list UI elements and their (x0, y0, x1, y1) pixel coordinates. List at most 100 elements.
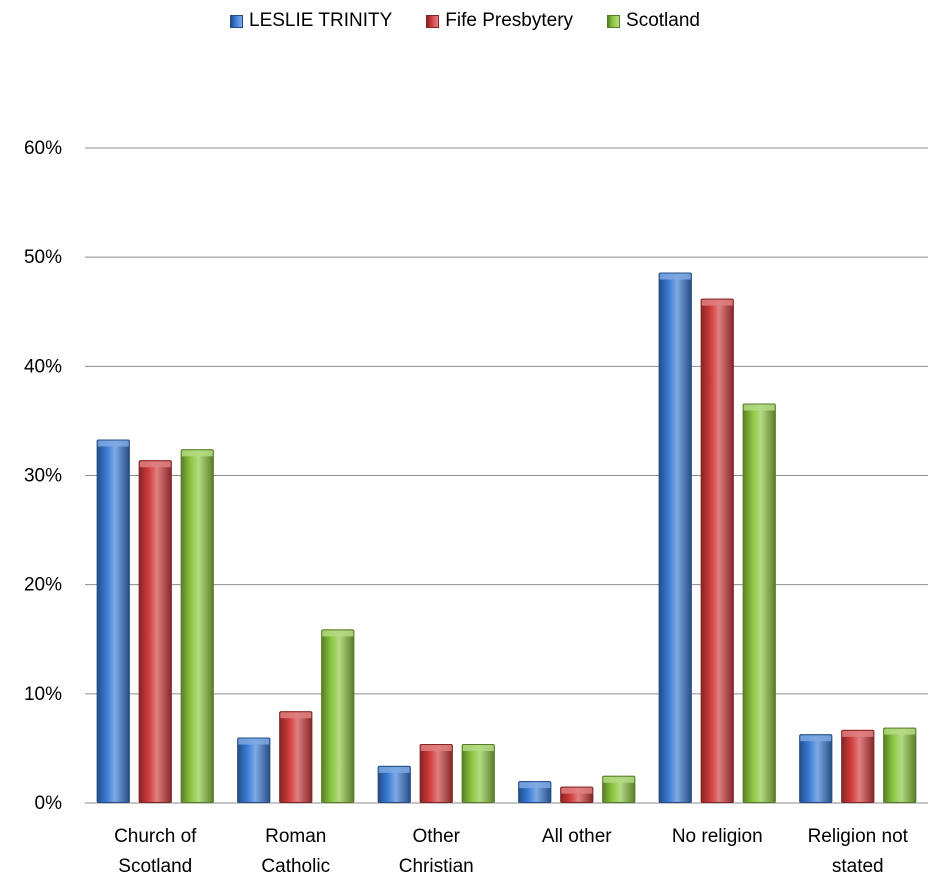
bar-cap (518, 781, 552, 789)
bar-scotland-all-other (602, 775, 636, 803)
bar-body (742, 403, 776, 803)
bar-scotland-other-christian (461, 744, 495, 803)
bar-cap (461, 744, 495, 752)
bar-leslie-trinity-religion-not-stated (799, 734, 833, 803)
bar-body (180, 449, 214, 803)
bar-cap (279, 711, 313, 719)
bar-scotland-no-religion (742, 403, 776, 803)
bar-outline (700, 298, 734, 803)
bar-outline (518, 781, 552, 804)
x-tick-label-2-0: Other (412, 826, 460, 847)
bar-body (883, 727, 917, 803)
bar-cap (321, 629, 355, 637)
x-tick-label-0-0: Church of (114, 826, 197, 847)
bar-body (321, 629, 355, 803)
bar-scotland-religion-not-stated (883, 727, 917, 803)
bar-scotland-church-of-scotland (180, 449, 214, 803)
bar-outline (883, 727, 917, 803)
legend-swatch-scotland (607, 14, 621, 28)
bar-cap (602, 775, 636, 783)
bar-body (377, 765, 411, 803)
bar-outline (461, 744, 495, 803)
bar-fife-presbytery-religion-not-stated (841, 729, 875, 804)
y-tick-label-0: 0% (35, 793, 63, 814)
y-tick-label-2: 20% (24, 575, 62, 596)
bar-leslie-trinity-roman-catholic (237, 737, 271, 803)
legend-swatch-leslie-trinity (230, 14, 243, 28)
bar-outline (138, 460, 172, 803)
bar-cap (658, 272, 692, 280)
gridlines (85, 147, 928, 804)
bar-outline (279, 711, 313, 803)
legend-item-fife-presbytery: Fife Presbytery (426, 10, 573, 32)
bar-outline (799, 734, 833, 803)
y-tick-label-6: 60% (24, 138, 62, 159)
bar-fife-presbytery-roman-catholic (279, 711, 313, 803)
bar-body (419, 744, 453, 803)
bar-cap (799, 734, 833, 742)
legend: LESLIE TRINITY Fife Presbytery Scotland (0, 10, 930, 32)
bar-fife-presbytery-no-religion (700, 298, 734, 803)
x-tick-label-3-0: All other (542, 826, 612, 847)
bar-cap (560, 786, 594, 794)
bar-cap (377, 765, 411, 773)
bar-outline (180, 449, 214, 803)
x-axis: Church of Scotland Roman Catholic Other Chris… (114, 826, 909, 875)
bar-body (841, 729, 875, 803)
bar-body (658, 272, 692, 803)
bar-cap (700, 298, 734, 306)
bar-cap (742, 403, 776, 411)
bar-outline (742, 403, 776, 803)
x-tick-label-1-1: Catholic (261, 856, 330, 875)
x-tick-label-1-0: Roman (265, 826, 326, 847)
bar-cap (96, 439, 130, 447)
y-axis: 0% 10% 20% 30% 40% 50% 60% (24, 138, 62, 814)
bar-leslie-trinity-other-christian (377, 765, 411, 804)
bar-cap (883, 727, 917, 735)
bar-fife-presbytery-all-other (560, 786, 594, 803)
bar-leslie-trinity-church-of-scotland (96, 439, 130, 803)
bar-outline (377, 765, 411, 804)
bar-leslie-trinity-all-other (518, 781, 552, 804)
bar-body (279, 711, 313, 803)
bar-cap (237, 737, 271, 745)
x-tick-label-5-0: Religion not (808, 826, 909, 847)
legend-label-leslie-trinity: LESLIE TRINITY (249, 10, 393, 31)
bar-outline (560, 786, 594, 803)
legend-label-scotland: Scotland (626, 10, 700, 31)
y-tick-label-5: 50% (24, 247, 62, 268)
bar-cap (138, 460, 172, 468)
bar-body (700, 298, 734, 803)
bar-outline (96, 439, 130, 803)
bar-body (237, 737, 271, 803)
bar-outline (321, 629, 355, 803)
bar-scotland-roman-catholic (321, 629, 355, 803)
legend-item-scotland: Scotland (607, 10, 700, 32)
y-tick-label-1: 10% (24, 684, 62, 705)
bar-outline (841, 729, 875, 804)
legend-swatch-fife-presbytery (426, 14, 440, 28)
bar-leslie-trinity-no-religion (658, 272, 692, 803)
bar-fife-presbytery-church-of-scotland (138, 460, 172, 803)
legend-item-leslie-trinity: LESLIE TRINITY (230, 10, 392, 32)
x-tick-label-2-1: Christian (399, 856, 474, 875)
bar-outline (419, 744, 453, 803)
legend-label-fife-presbytery: Fife Presbytery (445, 10, 574, 31)
bar-cap (419, 744, 453, 752)
x-tick-label-4-0: No religion (672, 826, 763, 847)
bar-body (799, 734, 833, 803)
y-tick-label-3: 30% (24, 466, 62, 487)
bar-body (461, 744, 495, 803)
bar-outline (602, 775, 636, 803)
x-tick-label-5-1: stated (832, 856, 884, 875)
bar-outline (658, 272, 692, 803)
bars (96, 272, 917, 804)
bar-outline (237, 737, 271, 803)
x-tick-label-0-1: Scotland (118, 856, 192, 875)
bar-body (96, 439, 130, 803)
bar-body (138, 460, 172, 803)
bar-cap (841, 729, 875, 737)
bar-cap (180, 449, 214, 457)
